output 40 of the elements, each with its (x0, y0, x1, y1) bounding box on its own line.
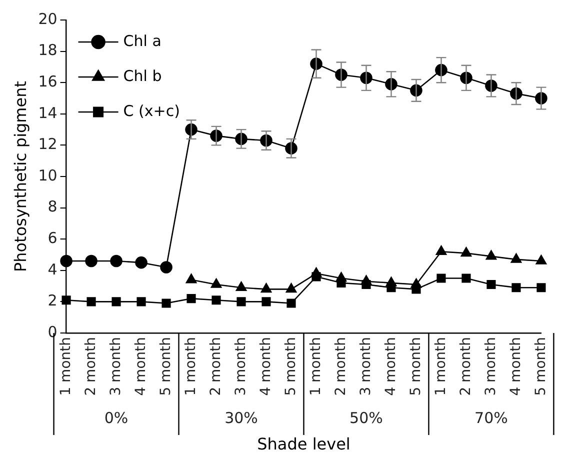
y-tick-label: 0 (48, 322, 58, 341)
y-tick-label: 16 (38, 72, 58, 90)
legend-label: Chl a (123, 32, 162, 50)
x-tick-label: 4 month (258, 337, 274, 396)
x-tick-label: 1 month (432, 337, 449, 396)
x-tick-label: 3 month (358, 337, 374, 396)
x-tick-label: 2 month (208, 337, 224, 396)
text: 30% (224, 408, 258, 427)
x-tick-label: 2 month (458, 337, 474, 396)
x-tick-label: 5 month (282, 337, 299, 396)
x-tick-label: 5 month (158, 337, 174, 396)
y-tick-label: 6 (48, 228, 58, 247)
x-tick-label: 4 month (382, 337, 399, 396)
x-tick-label: 1 month (58, 337, 74, 396)
x-tick-label: 3 month (482, 337, 499, 396)
x-tick-label: 4 month (132, 337, 149, 396)
text: 70% (474, 408, 508, 427)
text: 50% (350, 408, 383, 427)
y-tick-label: 20 (38, 10, 58, 28)
y-tick-label: 12 (38, 135, 58, 154)
y-axis-title: Photosynthetic pigment (10, 80, 30, 272)
x-axis-title: Shade level (257, 434, 350, 454)
x-tick-label: 1 month (182, 337, 199, 396)
text: 0% (104, 408, 128, 427)
y-tick-label: 18 (38, 41, 58, 60)
y-tick-label: 14 (38, 104, 58, 122)
y-tick-label: 8 (48, 198, 58, 216)
y-tick-label: 4 (48, 260, 58, 278)
x-tick-label: 5 month (408, 337, 424, 396)
x-tick-label: 1 month (308, 337, 324, 396)
x-tick-label: 3 month (108, 337, 124, 396)
x-tick-label: 5 month (532, 337, 549, 396)
x-tick-label: 4 month (508, 337, 524, 396)
legend-label: Chl b (123, 66, 162, 85)
x-tick-label: 2 month (82, 337, 99, 396)
x-tick-label: 2 month (332, 337, 349, 396)
legend-label: C (x+c) (123, 102, 180, 120)
y-tick-label: 2 (48, 292, 58, 310)
y-tick-label: 10 (38, 166, 58, 184)
x-tick-label: 3 month (232, 337, 249, 396)
